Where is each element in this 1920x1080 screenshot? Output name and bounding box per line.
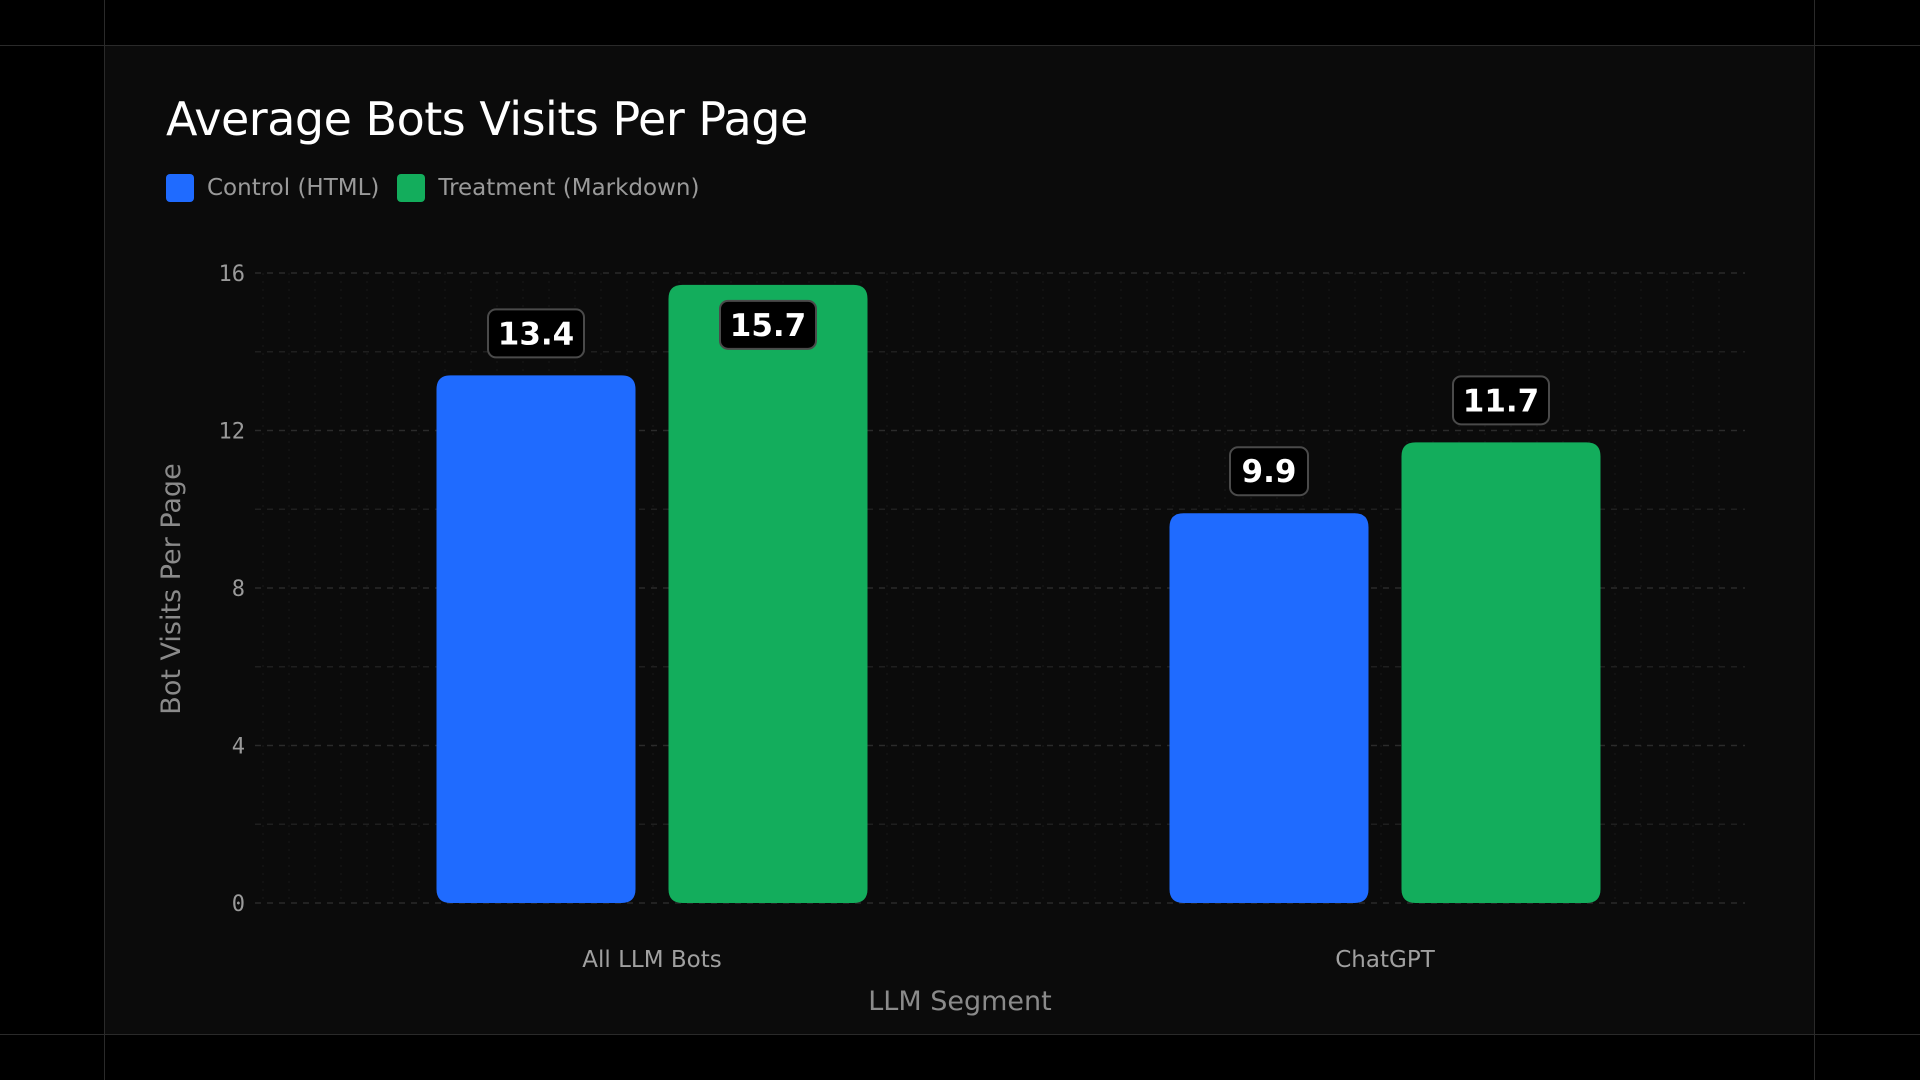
y-tick-label: 4 [232,735,245,760]
legend-swatch-control [166,174,194,202]
y-tick-label: 16 [219,262,246,287]
legend-item-treatment: Treatment (Markdown) [397,174,699,202]
data-label-box [1452,375,1550,426]
bar-control-chatgpt [1169,513,1369,903]
bars [436,284,1601,903]
x-tick-label: ChatGPT [1335,947,1435,973]
data-label: 15.7 [730,308,807,344]
x-axis-categories: All LLM Bots ChatGPT [582,947,1435,973]
data-label-box [719,299,817,350]
data-label-box [487,308,585,359]
bar-treatment-chatgpt [1401,442,1601,903]
y-tick-label: 12 [219,420,246,445]
y-axis-label: Bot Visits Per Page [156,463,187,714]
legend-item-control: Control (HTML) [166,174,379,202]
bar-control-all-llm-bots [436,375,636,903]
y-tick-label: 0 [232,892,245,917]
bar-treatment-all-llm-bots [668,284,868,903]
y-tick-label: 8 [232,577,245,602]
x-axis-label: LLM Segment [868,986,1051,1017]
guide-line-top [0,45,1920,46]
x-tick-label: All LLM Bots [582,947,721,973]
legend-swatch-treatment [397,174,426,202]
y-axis-ticks: 0 4 8 12 16 [219,262,246,917]
guide-line-left [104,0,105,1080]
legend: Control (HTML) Treatment (Markdown) [166,174,717,202]
guide-line-right [1814,0,1815,1080]
legend-label-treatment: Treatment (Markdown) [438,175,700,201]
data-label: 9.9 [1242,454,1297,490]
guide-line-bottom [0,1034,1920,1035]
data-labels: 13.4 15.7 9.9 11.7 [487,299,1550,497]
data-label-box [1229,446,1309,497]
chart-title: Average Bots Visits Per Page [166,92,808,146]
data-label: 11.7 [1463,383,1540,419]
data-label: 13.4 [498,316,575,352]
legend-label-control: Control (HTML) [207,175,380,201]
